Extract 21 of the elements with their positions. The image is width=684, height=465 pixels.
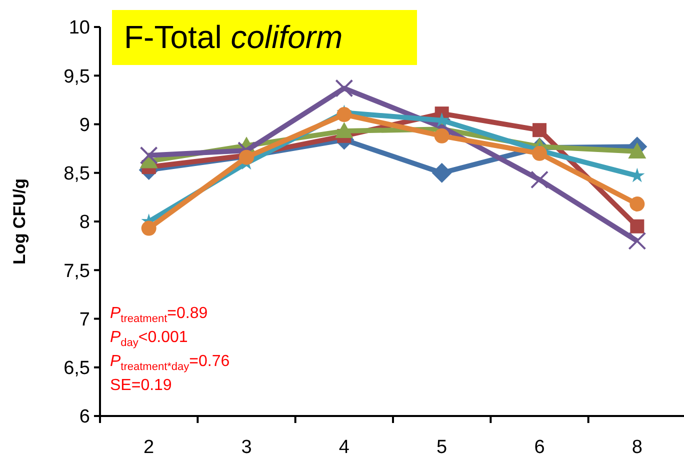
x-tick-label: 6	[534, 437, 545, 458]
y-tick-label: 10	[68, 18, 90, 39]
y-tick-label: 8	[79, 212, 90, 234]
x-tick-label: 8	[632, 437, 642, 458]
y-tick-label: 6,5	[64, 358, 90, 380]
x-tick-label: 3	[241, 437, 252, 458]
annotation: SE=0.19	[110, 377, 172, 394]
y-tick-label: 7,5	[64, 260, 90, 282]
chart-title: F-Total coliform	[124, 19, 343, 55]
x-tick-label: 2	[144, 437, 154, 458]
y-tick-label: 9	[79, 114, 90, 136]
y-tick-label: 6	[79, 406, 90, 428]
annotation: P$_{day}$<0.001	[110, 329, 188, 349]
x-tick-label: 5	[436, 437, 448, 458]
x-tick-label: 4	[338, 437, 350, 458]
y-tick-label: 8,5	[64, 164, 90, 185]
annotation: P$_{treatment*day}$=0.76	[110, 353, 230, 373]
y-tick-label: 9,5	[64, 66, 90, 88]
annotation: P$_{treatment}$=0.89	[110, 305, 208, 325]
y-axis-title: Log CFU/g	[10, 178, 29, 264]
y-tick-label: 7	[79, 309, 90, 330]
